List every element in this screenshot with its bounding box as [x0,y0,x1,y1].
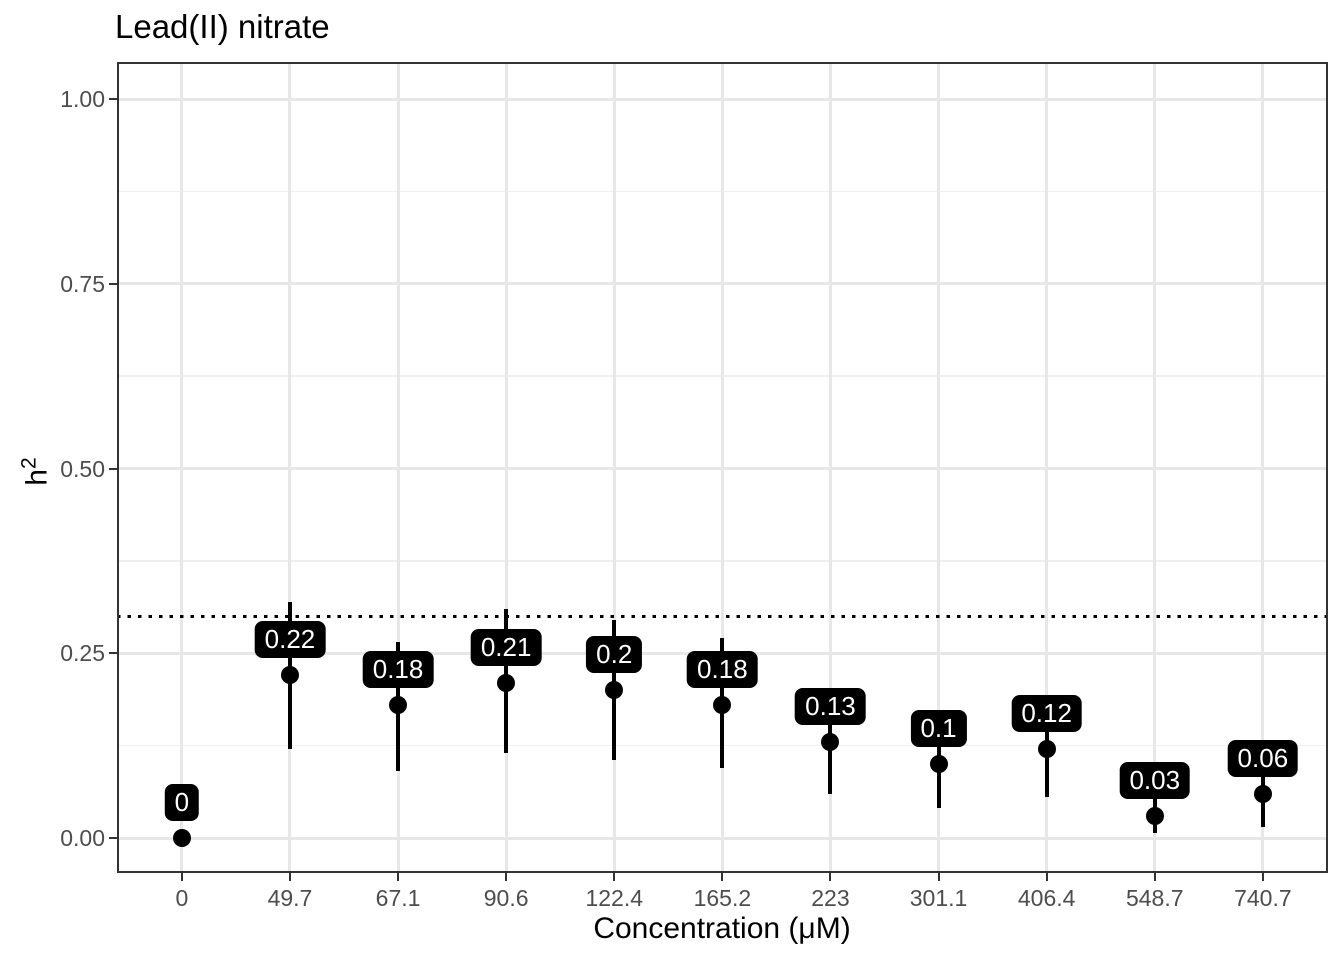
value-label: 0.12 [1011,695,1082,733]
y-axis-tick [109,282,117,285]
value-label: 0.13 [795,687,866,725]
x-axis-tick-label: 548.7 [1125,885,1184,911]
data-point [821,732,840,751]
y-axis-tick-label: 0.50 [60,455,105,482]
y-axis-title-base: h [20,469,54,486]
x-axis-tick-label: 122.4 [585,885,644,911]
x-axis-title: Concentration (μM) [593,912,851,945]
gridline-major-x [288,62,292,873]
x-axis-tick [180,873,183,881]
value-label: 0.03 [1119,761,1191,799]
y-axis-tick-label: 0.00 [60,825,105,851]
x-axis-tick [937,873,940,881]
plot-panel: 0 0.22 0.18 0.21 0.2 0.18 0.13 0.1 0.12 0.03 0.06 [117,62,1328,873]
data-point [1253,784,1272,803]
y-axis-tick-label: 0.75 [60,270,105,297]
y-axis-tick-label: 0.25 [60,640,105,667]
gridline-major-x [1045,62,1049,873]
x-axis-tick-label: 90.6 [483,885,529,911]
gridline-major-x [180,62,184,873]
y-axis-tick [109,652,117,655]
y-axis-tick [109,467,117,470]
value-label: 0 [164,784,200,821]
reference-line [117,614,1328,619]
x-axis-tick-label: 223 [811,885,850,911]
y-axis-tick-label: 1.00 [60,86,105,112]
x-axis-tick [829,873,832,881]
data-point [1037,740,1056,759]
data-point [1145,806,1164,825]
gridline-major-x [937,62,941,873]
value-label: 0.06 [1227,739,1299,777]
gridline-major-x [1261,62,1265,873]
error-bar [1152,778,1157,833]
x-axis-tick [1045,873,1048,881]
x-axis-tick [1261,873,1264,881]
x-axis-tick-label: 165.2 [693,885,752,911]
value-label: 0.2 [586,636,643,674]
x-axis-tick [613,873,616,881]
y-axis-title-exponent: 2 [17,457,41,469]
x-axis-tick-label: 49.7 [267,885,313,911]
data-point [929,755,948,774]
value-label: 0.22 [254,621,326,659]
x-axis-tick-label: 301.1 [909,885,968,911]
data-point [713,695,732,714]
x-axis-tick [505,873,508,881]
data-point [389,695,408,714]
gridline-major-x [828,62,832,873]
data-point [497,673,516,692]
gridline-major-x [396,62,400,873]
y-axis-tick [109,98,117,100]
x-axis-tick [721,873,724,881]
data-point [280,666,299,685]
x-axis-tick-label: 740.7 [1234,885,1292,911]
plot-title: Lead(II) nitrate [115,8,330,45]
value-label: 0.18 [687,650,758,688]
x-axis-tick-label: 406.4 [1017,885,1076,911]
value-label: 0.18 [362,650,434,688]
x-axis-tick-label: 0 [175,885,189,911]
y-axis-tick [109,837,117,839]
gridline-major-x [612,62,616,873]
value-label: 0.1 [910,710,967,748]
gridline-major-x [504,62,508,873]
gridline-major-x [720,62,724,873]
x-axis-tick [397,873,400,881]
value-label: 0.21 [470,628,542,666]
x-axis-tick [288,873,291,881]
data-point [172,829,191,847]
gridline-major-x [1153,62,1157,873]
x-axis-tick-label: 67.1 [375,885,421,911]
data-point [605,681,624,700]
y-axis-title: h2 [18,432,55,512]
x-axis-tick [1153,873,1156,881]
